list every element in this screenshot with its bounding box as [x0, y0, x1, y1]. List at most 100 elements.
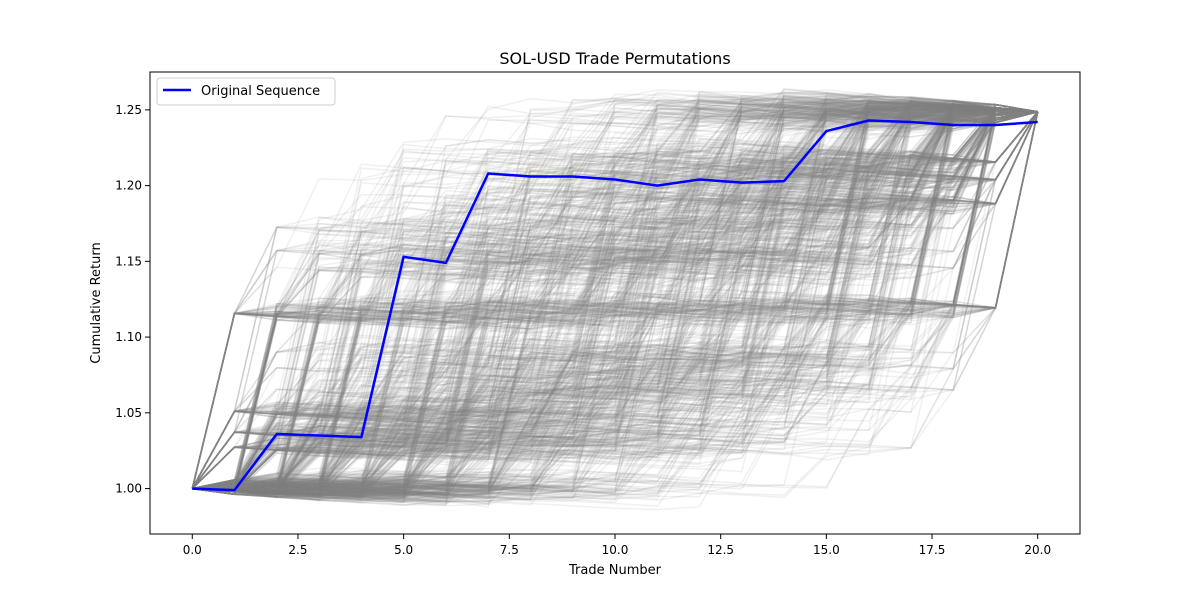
permutation-line	[192, 110, 1038, 495]
permutation-line	[192, 103, 1038, 493]
permutation-line	[192, 111, 1039, 490]
permutation-line	[192, 107, 1038, 493]
permutation-line	[192, 104, 1038, 493]
permutation-line	[192, 91, 1038, 490]
permutation-line	[192, 106, 1038, 490]
permutation-line	[192, 103, 1038, 490]
permutation-line	[192, 105, 1038, 492]
permutation-line	[192, 107, 1038, 492]
permutation-line	[192, 111, 1038, 493]
permutation-line	[192, 111, 1039, 492]
permutation-line	[192, 111, 1039, 492]
permutation-line	[191, 111, 1038, 489]
permutation-line	[191, 111, 1039, 490]
permutation-line	[191, 111, 1038, 489]
permutation-line	[192, 111, 1039, 499]
permutation-line	[192, 102, 1038, 493]
permutation-line	[192, 104, 1038, 493]
permutation-line	[192, 100, 1038, 490]
permutation-line	[192, 111, 1038, 491]
permutation-line	[192, 107, 1038, 493]
permutation-line	[192, 111, 1039, 498]
permutation-line	[192, 109, 1038, 497]
permutation-line	[192, 110, 1038, 498]
permutation-line	[192, 107, 1038, 490]
permutation-line	[191, 103, 1038, 490]
permutation-line	[192, 111, 1038, 506]
permutation-line	[192, 103, 1038, 490]
permutation-line	[192, 111, 1039, 492]
permutation-line	[192, 106, 1038, 491]
permutation-line	[192, 110, 1038, 490]
permutation-line	[192, 92, 1038, 490]
permutation-line	[192, 111, 1039, 506]
permutation-line	[192, 107, 1038, 501]
permutation-line	[191, 111, 1038, 489]
permutation-line	[192, 111, 1039, 499]
permutation-line	[192, 103, 1038, 493]
permutation-line	[192, 109, 1038, 496]
permutation-line	[191, 107, 1038, 489]
permutation-line	[192, 107, 1038, 491]
permutation-line	[192, 106, 1038, 490]
permutation-line	[192, 105, 1038, 497]
permutation-line	[192, 99, 1038, 490]
permutation-line	[191, 105, 1038, 490]
permutation-line	[192, 109, 1038, 499]
permutation-line	[192, 88, 1038, 490]
permutation-line	[191, 109, 1038, 489]
permutation-line	[192, 111, 1039, 496]
permutation-line	[192, 105, 1038, 490]
y-axis-label: Cumulative Return	[89, 242, 104, 363]
permutation-line	[192, 111, 1039, 495]
permutation-line	[192, 111, 1038, 495]
permutation-line	[192, 107, 1038, 491]
permutation-line	[192, 102, 1038, 490]
permutation-line	[192, 111, 1038, 496]
permutation-line	[192, 106, 1038, 501]
permutation-line	[192, 111, 1038, 491]
permutation-line	[192, 111, 1038, 490]
permutation-line	[192, 105, 1038, 498]
permutation-line	[192, 98, 1038, 494]
permutation-line	[192, 111, 1038, 491]
permutation-line	[192, 104, 1038, 491]
permutation-line	[192, 91, 1038, 493]
permutation-line	[192, 107, 1038, 496]
permutation-line	[192, 111, 1039, 494]
permutation-line	[192, 111, 1038, 498]
permutation-line	[192, 111, 1039, 494]
permutation-line	[192, 111, 1038, 492]
permutation-line	[192, 104, 1038, 490]
permutation-line	[191, 111, 1038, 489]
permutation-line	[192, 111, 1038, 494]
permutation-line	[191, 107, 1038, 490]
permutation-line	[192, 107, 1038, 490]
permutation-line	[191, 107, 1038, 489]
permutation-line	[191, 111, 1039, 489]
legend-label: Original Sequence	[201, 84, 320, 99]
permutation-line	[192, 104, 1038, 496]
permutation-line	[192, 109, 1038, 490]
permutation-line	[192, 110, 1038, 492]
permutation-line	[192, 111, 1039, 495]
permutation-line	[192, 111, 1039, 496]
permutation-line	[192, 109, 1038, 490]
permutation-line	[192, 99, 1038, 493]
permutation-line	[192, 106, 1038, 494]
permutation-line	[192, 111, 1039, 497]
permutation-line	[192, 111, 1038, 494]
permutation-line	[192, 111, 1039, 490]
permutation-line	[191, 111, 1038, 489]
permutation-line	[192, 107, 1038, 492]
permutation-line	[191, 103, 1038, 490]
permutation-line	[191, 111, 1039, 490]
permutation-line	[192, 111, 1039, 501]
permutation-line	[191, 111, 1038, 490]
permutation-line	[192, 111, 1038, 493]
permutation-line	[192, 111, 1038, 493]
permutation-line	[191, 101, 1038, 489]
permutation-line	[192, 99, 1038, 493]
permutation-line	[191, 109, 1038, 490]
permutation-line	[192, 111, 1038, 496]
